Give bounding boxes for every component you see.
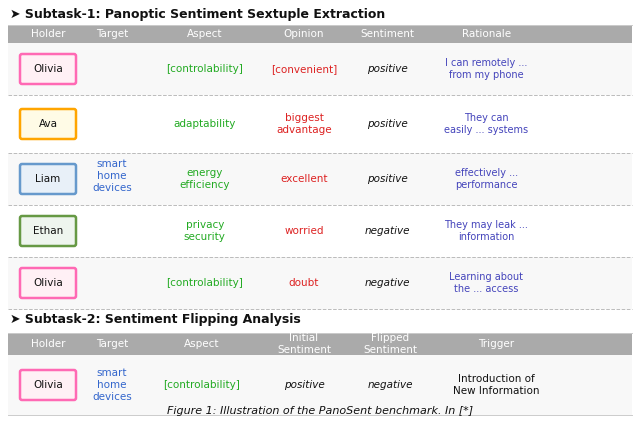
Text: doubt: doubt — [289, 278, 319, 288]
Text: [controlability]: [controlability] — [166, 278, 243, 288]
Text: [convenient]: [convenient] — [271, 64, 337, 74]
Text: Ethan: Ethan — [33, 226, 63, 236]
Text: I can remotely ...
from my phone: I can remotely ... from my phone — [445, 58, 527, 80]
Text: Olivia: Olivia — [33, 380, 63, 390]
FancyBboxPatch shape — [20, 370, 76, 400]
Text: They can
easily ... systems: They can easily ... systems — [444, 113, 529, 135]
Text: Introduction of
New Information: Introduction of New Information — [452, 374, 540, 396]
Text: Initial
Sentiment: Initial Sentiment — [277, 333, 331, 355]
Text: Target: Target — [96, 339, 128, 349]
Text: excellent: excellent — [280, 174, 328, 184]
FancyBboxPatch shape — [20, 268, 76, 298]
Text: Olivia: Olivia — [33, 278, 63, 288]
Bar — [8, 95, 632, 153]
Bar — [8, 355, 632, 415]
Text: positive: positive — [284, 380, 324, 390]
Text: Holder: Holder — [31, 339, 65, 349]
Text: biggest
advantage: biggest advantage — [276, 113, 332, 135]
Text: Figure 1: Illustration of the PanoSent benchmark. In [*]: Figure 1: Illustration of the PanoSent b… — [167, 406, 473, 416]
Text: Flipped
Sentiment: Flipped Sentiment — [364, 333, 417, 355]
Text: smart
home
devices: smart home devices — [92, 368, 132, 402]
Text: Liam: Liam — [35, 174, 61, 184]
Text: [controlability]: [controlability] — [163, 380, 240, 390]
Text: Sentiment: Sentiment — [360, 29, 414, 39]
Text: worried: worried — [284, 226, 324, 236]
Text: positive: positive — [367, 174, 408, 184]
Text: Target: Target — [96, 29, 128, 39]
FancyBboxPatch shape — [20, 54, 76, 84]
Text: Holder: Holder — [31, 29, 65, 39]
Text: effectively ...
performance: effectively ... performance — [455, 168, 518, 190]
Text: Rationale: Rationale — [462, 29, 511, 39]
Text: negative: negative — [364, 278, 410, 288]
Text: privacy
security: privacy security — [184, 220, 226, 242]
FancyBboxPatch shape — [20, 216, 76, 246]
FancyBboxPatch shape — [20, 109, 76, 139]
Text: energy
efficiency: energy efficiency — [180, 168, 230, 190]
Text: Trigger: Trigger — [478, 339, 514, 349]
Text: They may leak ...
information: They may leak ... information — [444, 220, 529, 242]
Bar — [8, 25, 632, 43]
Text: Aspect: Aspect — [184, 339, 220, 349]
Bar — [8, 205, 632, 257]
Text: Ava: Ava — [38, 119, 58, 129]
Text: [controlability]: [controlability] — [166, 64, 243, 74]
Text: negative: negative — [367, 380, 413, 390]
Bar — [8, 153, 632, 205]
Bar — [8, 257, 632, 309]
Text: positive: positive — [367, 119, 408, 129]
Text: Olivia: Olivia — [33, 64, 63, 74]
Text: positive: positive — [367, 64, 408, 74]
Text: Learning about
the ... access: Learning about the ... access — [449, 272, 524, 294]
Text: Opinion: Opinion — [284, 29, 324, 39]
Bar — [8, 333, 632, 355]
Text: smart
home
devices: smart home devices — [92, 159, 132, 192]
Text: ➤ Subtask-1: Panoptic Sentiment Sextuple Extraction: ➤ Subtask-1: Panoptic Sentiment Sextuple… — [10, 8, 385, 21]
Text: ➤ Subtask-2: Sentiment Flipping Analysis: ➤ Subtask-2: Sentiment Flipping Analysis — [10, 313, 301, 326]
Bar — [8, 43, 632, 95]
Text: Aspect: Aspect — [187, 29, 223, 39]
FancyBboxPatch shape — [20, 164, 76, 194]
Text: negative: negative — [364, 226, 410, 236]
Text: adaptability: adaptability — [173, 119, 236, 129]
